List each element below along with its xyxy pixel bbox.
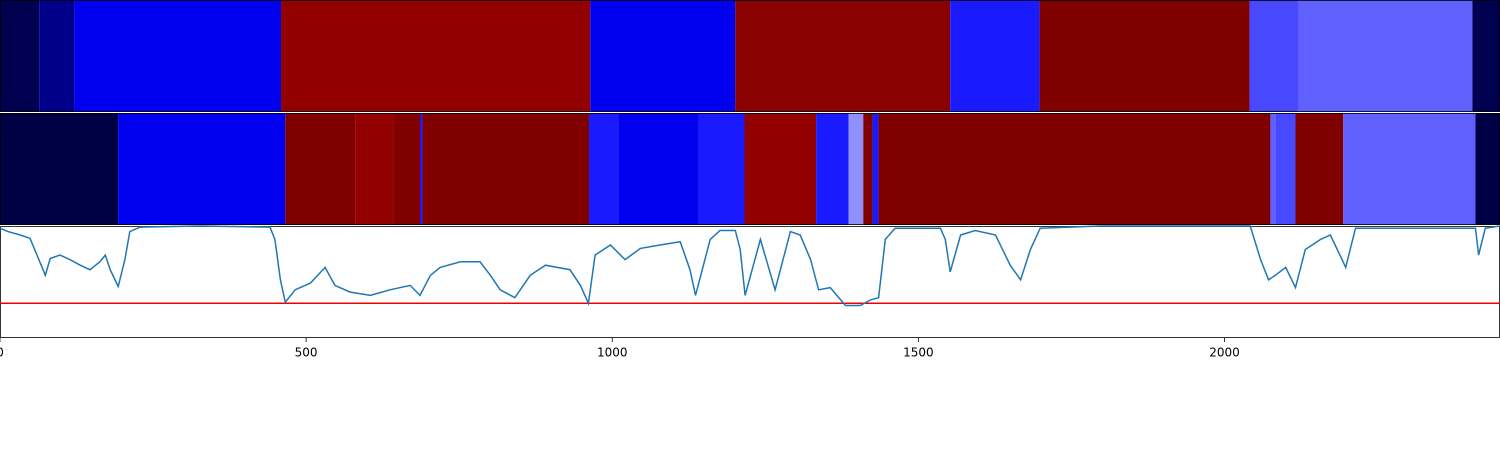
segment: [1295, 113, 1344, 225]
segment: [816, 113, 849, 225]
segment: [0, 113, 119, 225]
segment: [848, 113, 864, 225]
segment: [1249, 0, 1299, 112]
segment: [1475, 113, 1500, 225]
segment: [735, 0, 951, 112]
segment: [74, 0, 282, 112]
segment: [39, 0, 75, 112]
x-tick-label: 2000: [1209, 346, 1240, 360]
segment: [355, 113, 394, 225]
segment: [618, 113, 699, 225]
segment: [420, 113, 423, 225]
segment: [1270, 113, 1276, 225]
x-tick-label: 1000: [597, 346, 628, 360]
segment: [878, 113, 1271, 225]
segment: [1039, 0, 1250, 112]
segment: [588, 113, 619, 225]
segment: [1472, 0, 1500, 112]
segment: [393, 113, 420, 225]
x-tick-label: 500: [295, 346, 318, 360]
segment: [285, 113, 356, 225]
segment: [698, 113, 745, 225]
score-line: [0, 225, 1500, 307]
segment: [0, 0, 40, 112]
segment: [281, 0, 591, 112]
segment: [1298, 0, 1473, 112]
segment: [863, 113, 873, 225]
segment: [1275, 113, 1296, 225]
segment: [744, 113, 817, 225]
x-tick-label: 0: [0, 346, 4, 360]
panel-frame: [0, 226, 1500, 338]
segment: [590, 0, 736, 112]
x-tick-label: 1500: [903, 346, 934, 360]
segment: [1343, 113, 1476, 225]
segment: [118, 113, 286, 225]
segment: [422, 113, 589, 225]
segment: [872, 113, 879, 225]
segment: [950, 0, 1040, 112]
